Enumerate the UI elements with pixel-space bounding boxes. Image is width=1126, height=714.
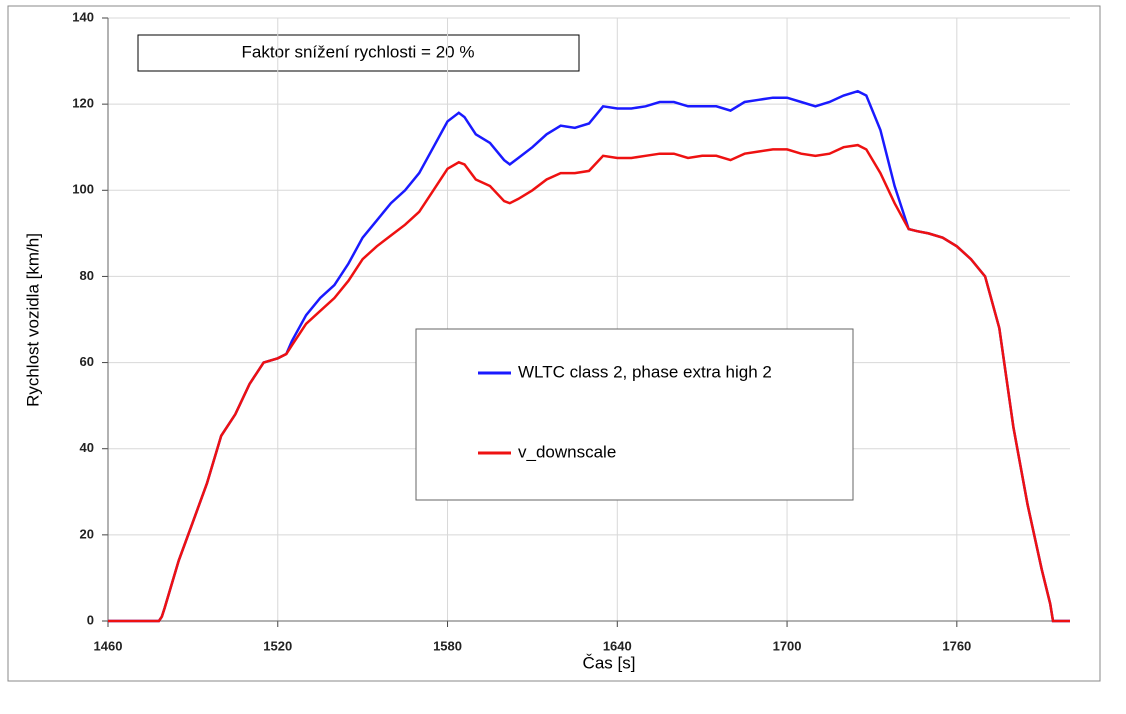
annotation-box	[137, 34, 580, 72]
y-tick-label: 100	[72, 182, 94, 197]
x-tick-label: 1640	[603, 638, 632, 653]
x-tick-label: 1460	[94, 638, 123, 653]
y-tick-label: 0	[87, 612, 94, 627]
x-tick-label: 1580	[433, 638, 462, 653]
y-axis-label: Rychlost vozidla [km/h]	[23, 233, 42, 407]
legend-box	[415, 328, 854, 501]
frame	[7, 5, 1101, 682]
y-tick-label: 140	[72, 9, 94, 24]
x-tick-label: 1700	[773, 638, 802, 653]
legend-label: v_downscale	[518, 442, 616, 461]
line	[108, 143, 1070, 623]
y-tick-label: 40	[80, 440, 94, 455]
y-tick-label: 120	[72, 96, 94, 111]
legend: WLTC class 2, phase extra high 2 v_downsc…	[415, 328, 854, 501]
y-tick-label: 20	[80, 526, 94, 541]
x-tick-label: 1760	[942, 638, 971, 653]
y-tick-label: 80	[80, 268, 94, 283]
legend-label: WLTC class 2, phase extra high 2	[518, 362, 772, 381]
grid	[107, 17, 1070, 622]
annotation: Faktor snížení rychlosti = 20 %	[242, 42, 475, 61]
x-tick-label: 1520	[263, 638, 292, 653]
y-tick-label: 60	[80, 354, 94, 369]
x-axis-label: Čas [s]	[583, 653, 636, 672]
